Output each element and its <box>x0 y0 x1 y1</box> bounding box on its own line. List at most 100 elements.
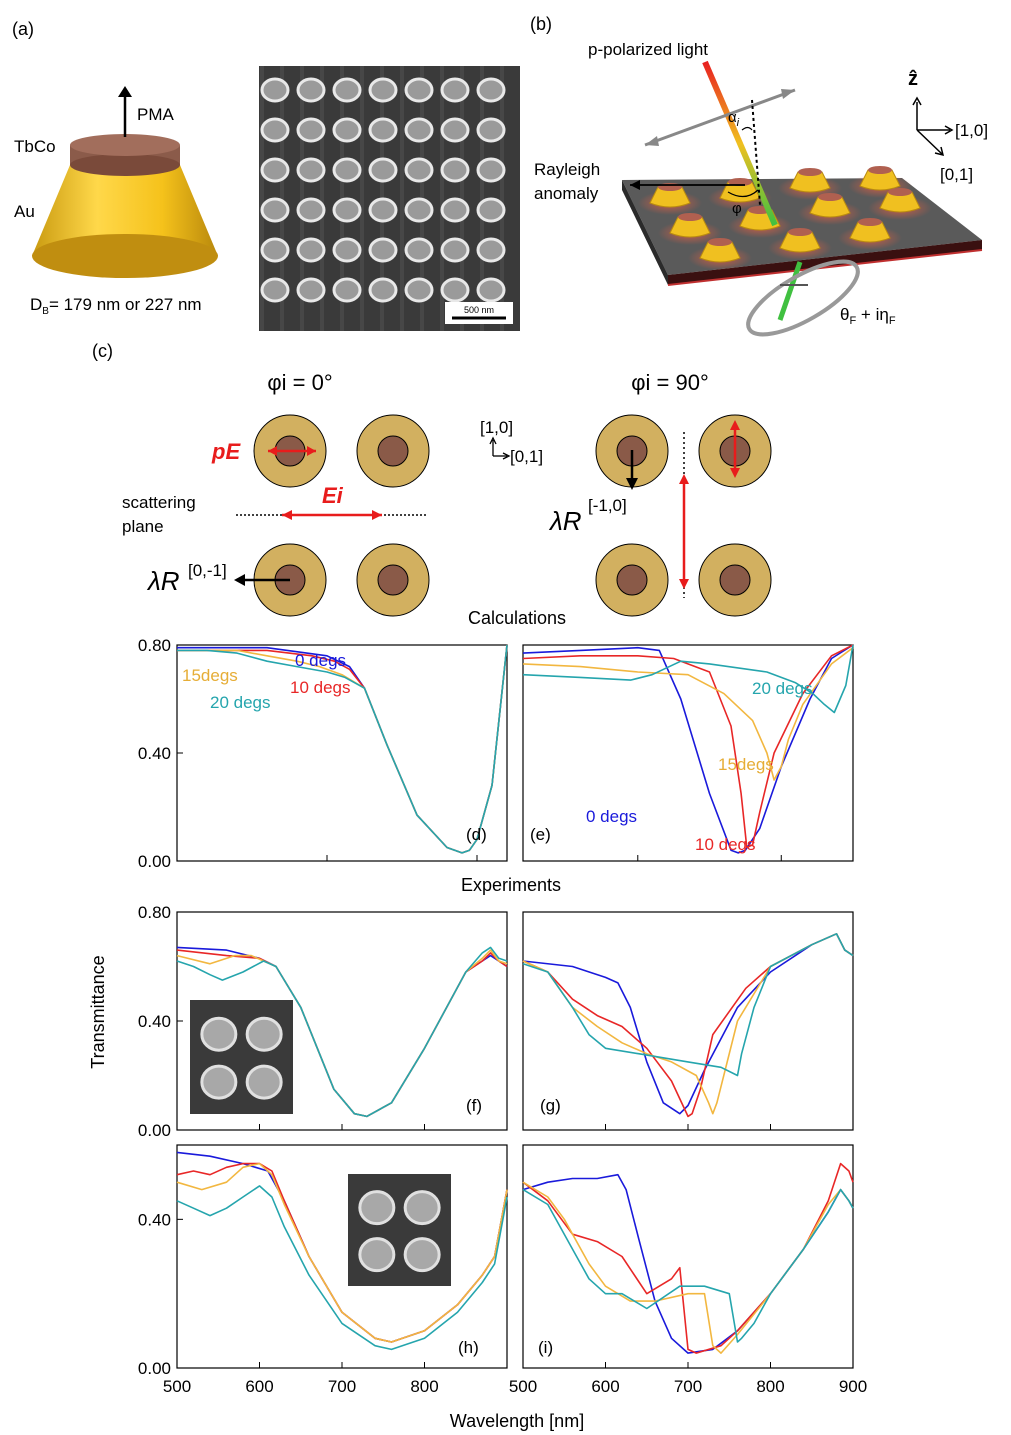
sem-particles <box>260 77 506 303</box>
panel-label-g: (g) <box>540 1096 561 1115</box>
x-tick-label: 700 <box>328 1377 356 1396</box>
light-label: p-polarized light <box>588 40 708 59</box>
axis-10-head <box>944 125 954 135</box>
sem-particle <box>476 277 506 303</box>
sem-particle <box>440 157 470 183</box>
rayleigh-arrowhead-0m1 <box>234 574 245 586</box>
series-line-deg20 <box>177 644 508 854</box>
sem-particle <box>404 117 434 143</box>
sem-particle <box>368 77 398 103</box>
sem-particle <box>260 117 290 143</box>
faraday-label: θF + iηF <box>840 305 896 327</box>
gold-cone-base <box>32 234 218 278</box>
plot-e-series <box>522 644 854 854</box>
plot-frame-h <box>176 1144 508 1369</box>
phi-label: φ <box>732 200 742 217</box>
inset-particle <box>358 1190 396 1226</box>
sem-inset-h-particles <box>358 1190 441 1273</box>
y-tick-label: 0.40 <box>138 1210 171 1229</box>
plot-d: (d) 0 degs 10 degs 15degs 20 degs <box>176 644 508 862</box>
au-label: Au <box>14 202 35 221</box>
sem-particle <box>368 117 398 143</box>
sem-particle <box>296 277 326 303</box>
nanocone <box>779 231 821 253</box>
x-tick-label: 600 <box>245 1377 273 1396</box>
rayleigh-arrowhead-m10 <box>626 478 638 490</box>
tbco-core <box>377 435 409 467</box>
axis-01-label: [0,1] <box>940 165 973 184</box>
plot-h: (h) <box>176 1144 508 1369</box>
sem-particle <box>296 157 326 183</box>
nanocone-cap <box>788 228 812 236</box>
phi-arc <box>727 189 759 198</box>
substrate-side-left <box>622 180 668 285</box>
sem-particle <box>404 157 434 183</box>
series-line-deg10 <box>176 1162 508 1343</box>
series-line-deg15 <box>522 647 854 781</box>
series-line-deg0 <box>176 1151 508 1343</box>
rayleigh-arrowhead <box>630 180 640 190</box>
polarization-arrowhead-1 <box>645 136 659 146</box>
y-axis-label: Transmittance <box>88 955 108 1068</box>
sem-particle <box>440 237 470 263</box>
plot-frame-g <box>522 911 854 1131</box>
series-line-deg20 <box>176 1185 508 1351</box>
panel-label-e: (e) <box>530 825 551 844</box>
plot-i-series <box>522 1162 854 1354</box>
nanocone <box>809 196 851 218</box>
y-tick-label: 0.00 <box>138 1359 171 1378</box>
c-axis-10-head <box>489 436 497 445</box>
order-0m1-label: [0,-1] <box>188 561 227 580</box>
panel-label-f: (f) <box>466 1096 482 1115</box>
nanocone <box>649 186 691 208</box>
series-line-deg10 <box>522 1162 854 1354</box>
z-axis-head <box>912 96 922 106</box>
nanocone-cap <box>888 188 912 196</box>
axes-triad: ẑ [1,0] [0,1] <box>908 68 988 184</box>
sem-particle <box>440 197 470 223</box>
axis-ticks: 0.00 0.40 0.80 0.00 0.40 0.80 0.00 0.40 500 600 70… <box>138 636 867 1396</box>
sem-inset-f-bg <box>190 1000 293 1114</box>
x-tick-label: 600 <box>591 1377 619 1396</box>
annotation-e-20deg: 20 degs <box>752 679 813 698</box>
nanocone-illustration <box>32 134 218 278</box>
tbco-core <box>719 564 751 596</box>
sem-particle <box>476 197 506 223</box>
nanocone <box>789 171 831 193</box>
x-tick-label: 900 <box>839 1377 867 1396</box>
tbco-core <box>377 564 409 596</box>
sem-particle <box>404 77 434 103</box>
y-tick-label: 0.80 <box>138 903 171 922</box>
nanocone-cap <box>708 238 732 246</box>
x-tick-label: 500 <box>509 1377 537 1396</box>
sem-particle <box>404 237 434 263</box>
lambda-label-0: λR <box>146 566 180 596</box>
annotation-e-0deg: 0 degs <box>586 807 637 826</box>
diameter-label: DB= 179 nm or 227 nm <box>30 295 202 317</box>
sem-particle <box>404 277 434 303</box>
series-line-deg15 <box>522 1181 854 1354</box>
ei-label: Ei <box>322 483 344 508</box>
sem-particle <box>260 77 290 103</box>
series-line-deg20 <box>522 1188 854 1343</box>
inset-particle <box>403 1237 441 1273</box>
inset-particle <box>200 1064 238 1100</box>
sem-particle <box>368 197 398 223</box>
phi0-label: φi = 0° <box>267 370 332 395</box>
z-axis-label: ẑ <box>908 68 918 90</box>
series-line-deg0 <box>522 1173 854 1354</box>
sem-particle <box>440 117 470 143</box>
tbco-top <box>70 134 180 156</box>
sem-particle <box>332 237 362 263</box>
nanocone <box>879 191 921 213</box>
plot-g-series <box>522 932 854 1118</box>
sem-particle <box>404 197 434 223</box>
alpha-label: αi <box>728 109 740 129</box>
annotation-d-10deg: 10 degs <box>290 678 351 697</box>
array-illustration <box>622 166 983 286</box>
x-axis-label: Wavelength [nm] <box>450 1411 584 1431</box>
tbco-label: TbCo <box>14 137 56 156</box>
nanocone-grid <box>638 166 932 270</box>
sem-inset-h <box>348 1174 451 1286</box>
annotation-e-10deg: 10 degs <box>695 835 756 854</box>
